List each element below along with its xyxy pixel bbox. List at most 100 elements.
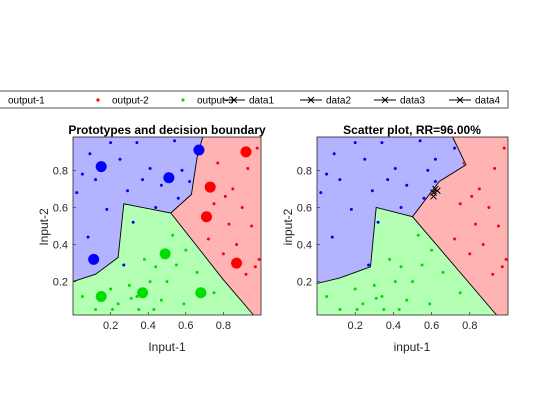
data-point (441, 270, 445, 274)
prototype-point (200, 211, 212, 223)
data-point (399, 265, 403, 269)
data-point (75, 191, 79, 195)
data-point (135, 141, 139, 145)
data-point (176, 196, 180, 200)
data-point (397, 307, 401, 311)
data-point (420, 263, 424, 267)
data-point (118, 157, 122, 161)
data-point (399, 205, 403, 209)
data-point (502, 146, 506, 150)
data-point (216, 161, 220, 165)
data-point (319, 191, 323, 195)
x-tick-label: 0.8 (216, 320, 231, 332)
decision-boundary-1 (412, 136, 467, 217)
y-tick-label: 0.8 (297, 165, 312, 177)
data-point (388, 257, 392, 261)
data-point (154, 265, 158, 269)
data-point (458, 202, 462, 206)
legend-label-data2: data2 (326, 96, 351, 107)
x-tick-label: 0.2 (348, 320, 363, 332)
data-point (86, 235, 90, 239)
data-point (411, 280, 414, 284)
prototype-point (88, 253, 100, 265)
data-point (227, 222, 231, 226)
right-xlabel: input-1 (394, 340, 431, 354)
legend-label-data3: data3 (400, 96, 425, 107)
x-tick-label: 0.8 (462, 320, 477, 332)
y-tick-label: 0.8 (53, 165, 68, 177)
prototype-point (231, 257, 243, 269)
prototype-point (193, 144, 205, 156)
right-axes: 0.2 0.4 0.6 0.8 0.2 0.4 0.6 0.8 Scatter plot, R… (281, 123, 509, 354)
x-tick-label: 0.6 (424, 320, 439, 332)
legend-label-output-1: output-1 (8, 96, 45, 107)
data-point (477, 187, 481, 191)
legend-cross-data4 (456, 96, 464, 104)
data-point (393, 280, 397, 284)
data-point (152, 307, 156, 311)
region-output-2 (170, 137, 261, 315)
data-point (405, 298, 409, 302)
data-point (453, 237, 457, 241)
data-point (94, 178, 98, 182)
data-point (212, 202, 216, 206)
data-point (453, 146, 457, 150)
data-point (88, 152, 92, 156)
data-point (361, 302, 365, 306)
prototype-point (95, 290, 107, 302)
data-point (470, 194, 474, 198)
legend-cross-data1 (230, 96, 238, 104)
data-point (223, 194, 227, 198)
left-axes: 0.2 0.4 0.6 0.8 0.2 0.4 0.6 0.8 Prototypes and … (37, 123, 266, 354)
data-point (349, 207, 353, 211)
data-point (244, 272, 248, 276)
legend-marker-output-2 (96, 98, 100, 102)
data-point (131, 220, 135, 224)
data-point (353, 287, 357, 291)
y-tick-label: 0.6 (53, 202, 68, 214)
right-ylabel: input-2 (281, 208, 295, 245)
data-point (374, 296, 378, 300)
data-point (180, 168, 184, 172)
prototype-point (240, 146, 252, 158)
decision-boundary-0 (72, 203, 254, 316)
left-plot-title: Prototypes and decision boundary (68, 123, 266, 137)
data-point (481, 243, 485, 247)
legend-label-output-2: output-2 (112, 96, 149, 107)
y-tick-label: 0.2 (53, 277, 68, 289)
x-tick-label: 0.4 (386, 320, 401, 332)
cross-marker (430, 189, 437, 196)
y-tick-label: 0.2 (297, 277, 312, 289)
decision-boundary-0 (316, 206, 497, 316)
prototype-point (95, 161, 107, 173)
data-point (80, 172, 84, 176)
data-point (500, 265, 504, 269)
data-point (493, 167, 497, 171)
data-point (422, 196, 426, 200)
data-point (372, 283, 376, 287)
data-point (332, 152, 336, 156)
data-point (487, 205, 491, 209)
data-point (173, 139, 177, 143)
data-point (380, 294, 384, 298)
region-output-3 (317, 207, 497, 315)
data-point (376, 220, 380, 224)
data-point (116, 302, 120, 306)
data-point (338, 307, 342, 311)
data-point (386, 178, 390, 182)
data-point (253, 265, 257, 269)
data-point (188, 180, 192, 183)
data-point (246, 167, 250, 171)
data-point (182, 302, 186, 306)
data-point (231, 187, 235, 191)
data-point (496, 224, 500, 228)
prototype-point (204, 181, 216, 193)
data-point (330, 235, 334, 239)
data-point (171, 233, 175, 237)
legend-label-data4: data4 (475, 96, 500, 107)
data-point (109, 141, 113, 145)
data-point (426, 168, 430, 172)
data-point (165, 280, 169, 284)
data-point (206, 237, 210, 241)
